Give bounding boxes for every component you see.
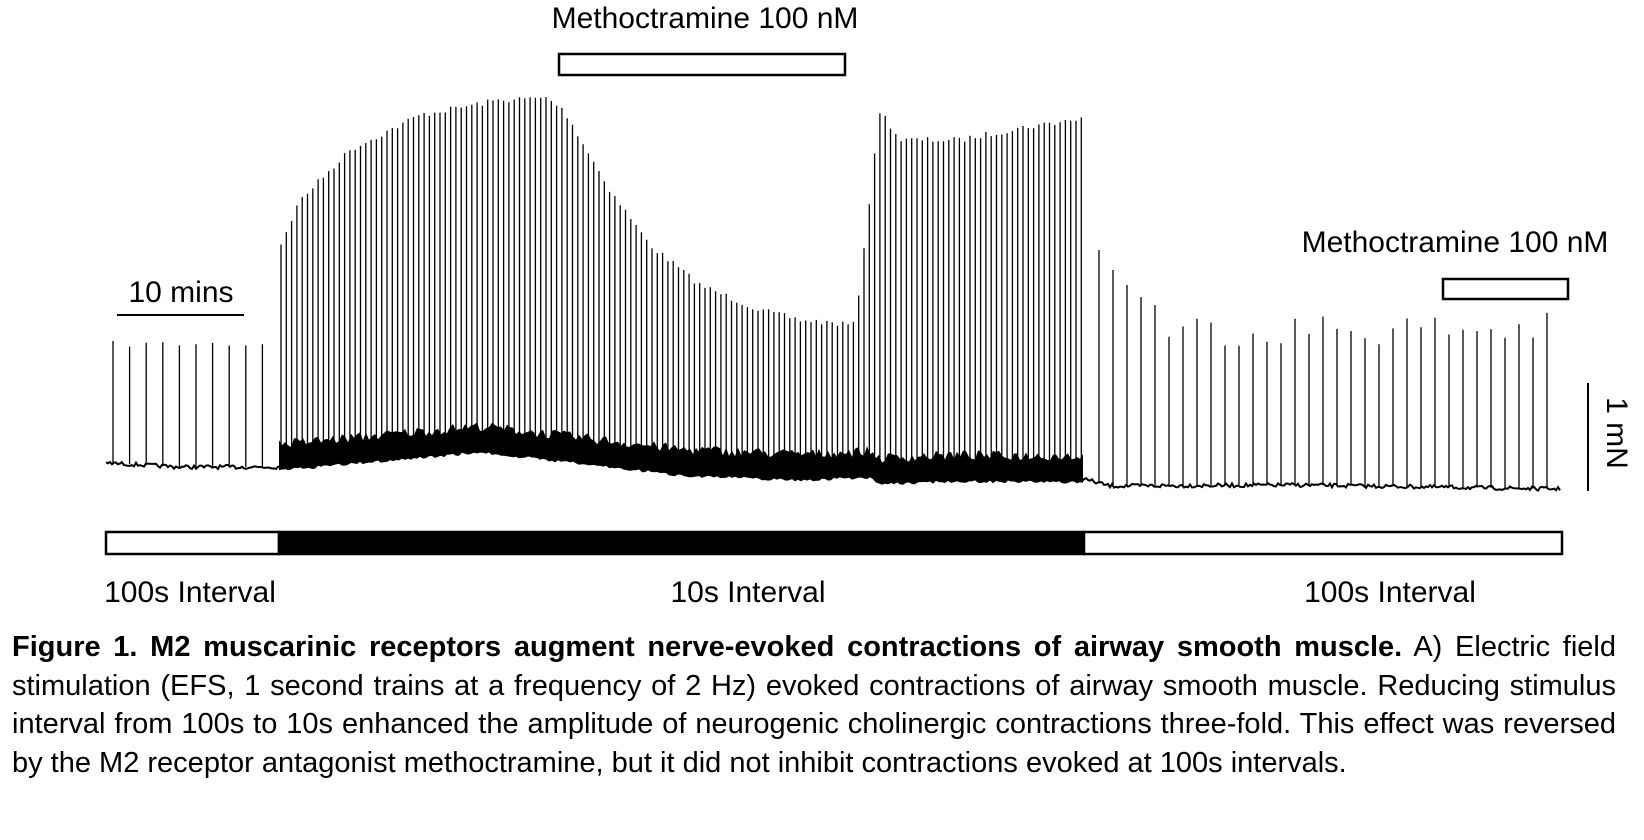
caption-body: A) Electric field stimulation (EFS, 1 se… (12, 631, 1617, 779)
protocol-segment-100s-second (1082, 530, 1564, 556)
methoctramine-label-right: Methoctramine 100 nM (1302, 226, 1609, 259)
protocol-segment-10s (277, 530, 1086, 556)
protocol-bar (104, 530, 1564, 556)
protocol-label-100s-second: 100s Interval (1304, 576, 1476, 609)
figure-panel: Methoctramine 100 nM Methoctramine 100 n… (104, 2, 1633, 609)
force-trace (105, 97, 1561, 492)
protocol-segment-100s-first (104, 530, 281, 556)
force-scale-label: 1 mN (1600, 397, 1633, 469)
trace-spikes (112, 97, 1548, 489)
figure-caption: Figure 1. M2 muscarinic receptors augmen… (12, 628, 1616, 782)
methoctramine-label-top: Methoctramine 100 nM (552, 2, 859, 35)
methoctramine-bar-right (1441, 277, 1570, 301)
methoctramine-bar-top (557, 52, 847, 77)
trace-dense-noise (279, 422, 1083, 485)
protocol-label-100s-first: 100s Interval (104, 576, 276, 609)
caption-title: Figure 1. M2 muscarinic receptors augmen… (12, 631, 1403, 663)
time-scale-label: 10 mins (128, 276, 233, 309)
protocol-label-10s: 10s Interval (670, 576, 825, 609)
